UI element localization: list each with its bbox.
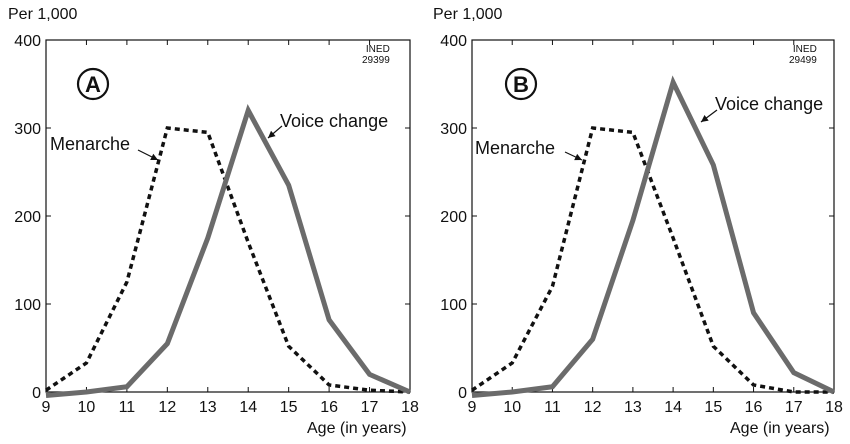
- series-label-arrowhead: [268, 130, 276, 138]
- source-note-line-2: 29399: [362, 55, 390, 66]
- x-axis-label: Age (in years): [307, 420, 407, 437]
- panel-label: B: [513, 72, 529, 97]
- panel-label-circle: [76, 67, 110, 101]
- y-tick-label: 100: [440, 297, 467, 314]
- series-line-voice-change: [45, 104, 411, 399]
- x-tick-label: 11: [119, 399, 136, 416]
- x-tick-label: 10: [78, 399, 96, 416]
- y-unit-label: Per 1,000: [8, 6, 78, 23]
- x-tick-label: 13: [199, 399, 217, 416]
- chart-panel-b: Per 1,000 0 100 200 300 400 9 10 11 12 13 14 15 16 17…: [425, 0, 850, 444]
- y-tick-label: 0: [32, 385, 41, 402]
- x-tick-label: 14: [239, 399, 257, 416]
- x-tick-label: 18: [401, 399, 419, 416]
- chart-svg-a: 0 100 200 300 400 9 10 11 12 13 14 15 16 17 18 Menarche…: [14, 33, 419, 416]
- y-tick-label: 300: [440, 121, 467, 138]
- x-tick-label: 12: [584, 399, 602, 416]
- series-label-arrowhead: [701, 115, 709, 122]
- y-tick-label: 400: [14, 33, 41, 50]
- x-axis-label: Age (in years): [730, 420, 830, 437]
- x-tick-label: 9: [42, 399, 51, 416]
- x-tick-label: 18: [825, 399, 843, 416]
- series-line-menarche: [471, 126, 834, 394]
- y-tick-label: 0: [458, 385, 467, 402]
- series-label-arrowhead: [574, 153, 582, 161]
- source-note-line-1: INED: [792, 44, 817, 55]
- source-note-line-1: INED: [365, 44, 390, 55]
- panel-label: A: [85, 72, 101, 97]
- y-tick-label: 300: [14, 121, 41, 138]
- x-tick-label: 17: [361, 399, 379, 416]
- x-tick-label: 9: [468, 399, 477, 416]
- x-tick-label: 10: [503, 399, 521, 416]
- x-tick-label: 13: [624, 399, 642, 416]
- source-note: INED 29499: [789, 44, 817, 66]
- series-line-voice-change: [471, 75, 836, 399]
- y-tick-label: 100: [14, 297, 41, 314]
- series-label-arrowhead: [150, 153, 158, 160]
- series-label-menarche: Menarche: [475, 138, 555, 158]
- x-tick-label: 17: [785, 399, 803, 416]
- y-tick-label: 400: [440, 33, 467, 50]
- y-tick-label: 200: [14, 209, 41, 226]
- x-tick-label: 15: [704, 399, 722, 416]
- x-tick-label: 11: [544, 399, 561, 416]
- series-label-voice-change: Voice change: [280, 111, 388, 131]
- y-unit-label: Per 1,000: [433, 6, 503, 23]
- x-tick-label: 16: [745, 399, 763, 416]
- chart-panel-a: Per 1,000 0 100 200 300 400 9 10 11 12 13 14 15 16 17…: [8, 6, 419, 437]
- x-tick-label: 12: [158, 399, 176, 416]
- y-tick-label: 200: [440, 209, 467, 226]
- x-tick-label: 16: [320, 399, 338, 416]
- panel-label-circle: [504, 67, 538, 101]
- source-note: INED 29399: [362, 44, 390, 66]
- source-note-line-2: 29499: [789, 55, 817, 66]
- x-tick-label: 15: [280, 399, 298, 416]
- x-tick-label: 14: [664, 399, 682, 416]
- series-label-voice-change: Voice change: [715, 94, 823, 114]
- chart-svg-b: 0 100 200 300 400 9 10 11 12 13 14 15 16 17 18 Menarche…: [440, 33, 843, 416]
- series-label-menarche: Menarche: [50, 134, 130, 154]
- series-line-menarche: [45, 126, 411, 394]
